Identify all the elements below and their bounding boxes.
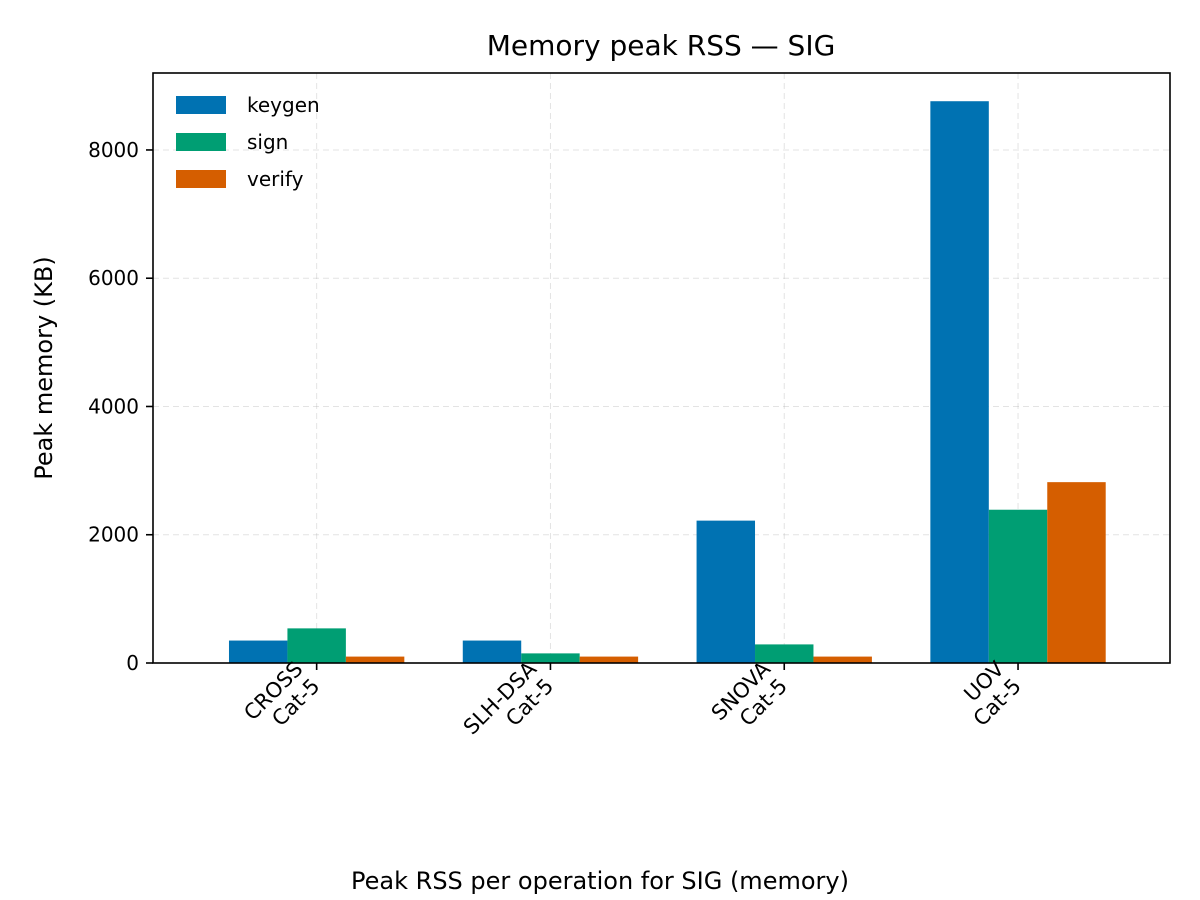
chart-title: Memory peak RSS — SIG [487, 29, 836, 62]
y-tick-label: 8000 [88, 138, 139, 162]
y-tick-label: 2000 [88, 523, 139, 547]
bar-verify [345, 656, 405, 663]
legend: keygen sign verify [176, 93, 320, 191]
bars-layer [228, 101, 1106, 663]
legend-swatch-sign [176, 133, 226, 151]
bar-verify [813, 656, 872, 663]
y-axis-label: Peak memory (KB) [30, 256, 58, 479]
legend-label-verify: verify [247, 167, 304, 191]
bar-verify [1047, 482, 1106, 663]
y-tick-label: 6000 [88, 266, 139, 290]
legend-swatch-keygen [176, 96, 226, 114]
y-tick-label: 4000 [88, 394, 139, 418]
bar-sign [988, 509, 1048, 663]
bar-keygen [228, 640, 288, 663]
bar-keygen [696, 520, 756, 663]
bar-sign [287, 628, 346, 663]
chart-caption: Peak RSS per operation for SIG (memory) [351, 867, 849, 895]
legend-label-keygen: keygen [247, 93, 320, 117]
bar-sign [521, 653, 580, 663]
legend-label-sign: sign [247, 130, 288, 154]
plot-frame [152, 72, 1171, 664]
y-tick-label: 0 [126, 651, 139, 675]
bar-verify [579, 656, 639, 663]
bar-sign [755, 644, 814, 663]
bar-keygen [930, 101, 989, 663]
bar-keygen [462, 640, 522, 663]
legend-swatch-verify [176, 170, 226, 188]
